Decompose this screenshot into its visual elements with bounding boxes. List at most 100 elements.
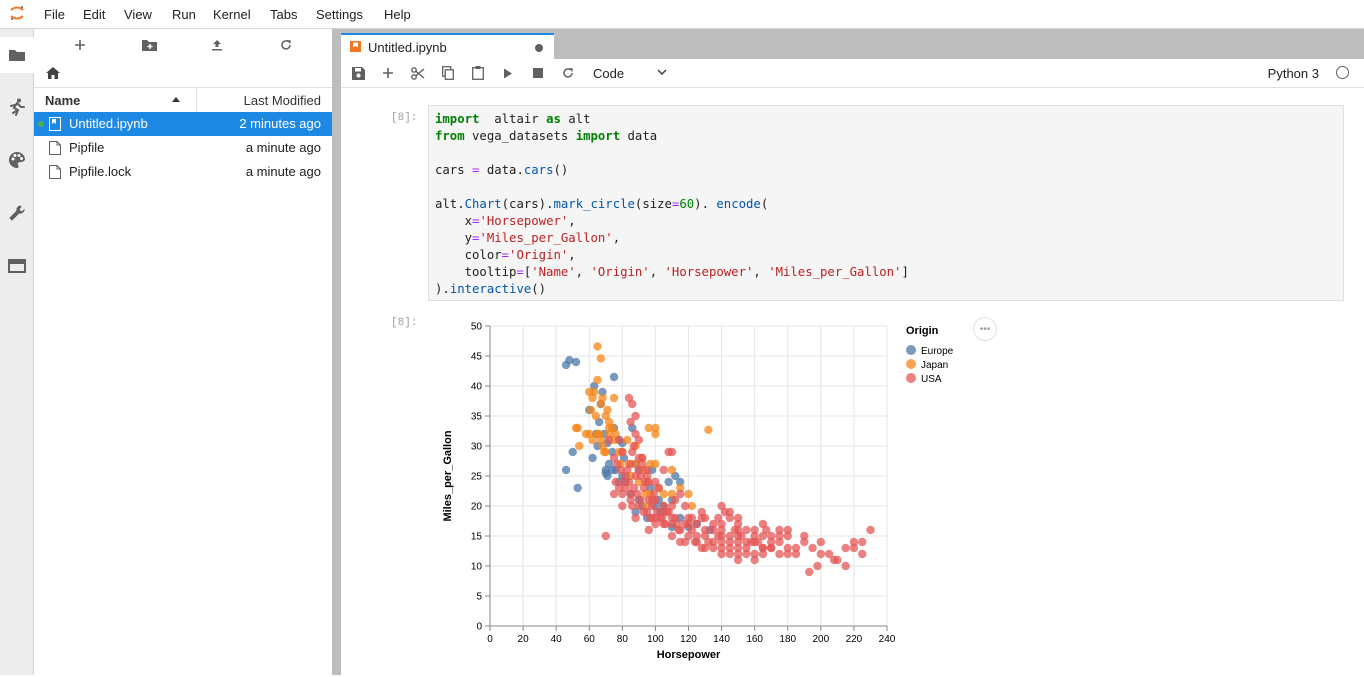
left-sidebar (0, 29, 34, 675)
code-token: , (575, 265, 591, 279)
file-browser-tab[interactable] (0, 37, 34, 73)
file-modified: 2 minutes ago (239, 116, 321, 131)
code-token: alt (560, 112, 591, 126)
data-point (687, 513, 697, 523)
palette-icon (8, 151, 25, 168)
save-button[interactable] (347, 64, 369, 82)
menu-run[interactable]: Run (172, 7, 196, 22)
data-point (767, 543, 776, 553)
code-token: ). (435, 282, 450, 296)
code-token: , (568, 248, 576, 262)
extension-tab[interactable] (0, 195, 33, 231)
data-point (674, 525, 683, 535)
menu-edit[interactable]: Edit (83, 7, 106, 22)
tabs-tab[interactable] (0, 248, 33, 284)
menu-help[interactable]: Help (384, 7, 411, 22)
code-line: ).interactive() (435, 282, 546, 296)
code-line: color='Origin', (435, 248, 576, 262)
jupyter-logo (10, 6, 24, 20)
home-icon[interactable] (45, 66, 61, 80)
data-point (775, 537, 784, 547)
data-point (637, 453, 647, 463)
running-tab[interactable] (0, 89, 33, 125)
code-token: interactive (449, 282, 532, 296)
y-tick-label: 45 (471, 352, 483, 363)
data-point (594, 429, 604, 439)
y-tick-label: 0 (476, 622, 482, 633)
data-point (680, 501, 690, 511)
data-point (849, 543, 859, 553)
data-point (717, 543, 726, 553)
menu-view[interactable]: View (124, 7, 152, 22)
data-point (733, 513, 743, 523)
data-point (775, 525, 784, 535)
restart-button[interactable] (557, 64, 579, 82)
data-point (758, 543, 768, 553)
add-cell-button[interactable] (377, 64, 399, 82)
data-point (614, 435, 624, 445)
new-launcher-button[interactable] (68, 34, 92, 56)
data-point (733, 519, 743, 529)
data-point (618, 501, 627, 511)
copy-button[interactable] (437, 64, 459, 82)
code-token: ] (901, 265, 909, 279)
data-point (618, 447, 627, 457)
column-divider[interactable] (196, 88, 197, 112)
data-point (697, 513, 706, 523)
tab-untitled-ipynb[interactable]: Untitled.ipynb (341, 33, 554, 59)
code-token: (cars). (501, 197, 554, 211)
data-point (609, 393, 619, 403)
data-point (733, 543, 743, 553)
data-point (604, 435, 614, 445)
data-point (667, 465, 677, 475)
column-modified-header[interactable]: Last Modified (243, 93, 321, 108)
data-point (725, 507, 735, 517)
panel-splitter[interactable] (332, 29, 341, 675)
code-token: mark_circle (553, 197, 635, 211)
stop-button[interactable] (527, 64, 549, 82)
data-point (816, 537, 826, 547)
paste-button[interactable] (467, 64, 489, 82)
data-point (750, 525, 759, 535)
data-point (659, 489, 668, 499)
data-point (644, 423, 653, 433)
code-token: Chart (464, 197, 502, 211)
menu-tabs[interactable]: Tabs (270, 7, 298, 22)
data-point (849, 537, 859, 547)
data-point (783, 525, 792, 535)
upload-icon (212, 40, 222, 51)
restart-icon (563, 68, 573, 78)
data-point (649, 489, 658, 499)
file-row-pipfile[interactable]: Pipfile a minute ago (34, 136, 332, 160)
upload-button[interactable] (205, 34, 229, 56)
cell-type-select[interactable]: Code (593, 66, 625, 81)
refresh-button[interactable] (274, 34, 298, 56)
file-row-pipfile-lock[interactable]: Pipfile.lock a minute ago (34, 160, 332, 184)
data-point (631, 513, 640, 523)
code-token: data. (479, 163, 524, 177)
cut-button[interactable] (407, 64, 429, 82)
data-point (647, 513, 657, 523)
menu-settings[interactable]: Settings (316, 7, 363, 22)
unsaved-indicator[interactable] (535, 44, 543, 52)
column-name-header[interactable]: Name (45, 93, 81, 108)
kernel-name[interactable]: Python 3 (1267, 66, 1319, 81)
scatter-chart[interactable]: 0 20 40 60 80 100 120 140 160 180 200 220 240 0 5 10 15 2… (428, 312, 1028, 672)
chart-actions-button[interactable]: ••• (973, 317, 997, 341)
file-row-untitled-ipynb[interactable]: Untitled.ipynb 2 minutes ago (34, 112, 332, 136)
run-button[interactable] (497, 64, 519, 82)
menu-file[interactable]: File (44, 7, 65, 22)
data-point (709, 543, 718, 553)
x-tick-label: 220 (846, 634, 863, 645)
new-folder-button[interactable] (137, 34, 161, 56)
chevron-down-icon[interactable] (657, 69, 667, 75)
menu-kernel[interactable]: Kernel (213, 7, 251, 22)
data-point (626, 489, 635, 499)
code-cell-editor[interactable]: import altair as alt from vega_datasets i… (428, 105, 1344, 301)
code-token: as (546, 112, 561, 126)
data-point (690, 537, 700, 547)
file-name: Pipfile (69, 140, 105, 155)
code-token: 'Miles_per_Gallon' (479, 231, 613, 245)
property-inspector-tab[interactable] (0, 142, 33, 178)
data-point (667, 447, 677, 457)
